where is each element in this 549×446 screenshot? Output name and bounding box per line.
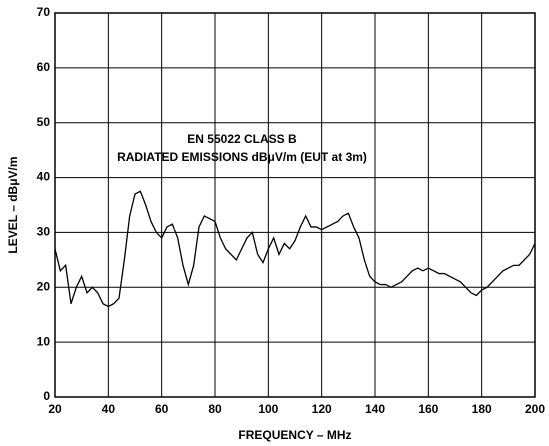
- x-tick-label: 140: [365, 402, 385, 416]
- y-tick-label: 0: [43, 389, 50, 403]
- x-tick-label: 80: [208, 402, 222, 416]
- x-axis-label: FREQUENCY – MHz: [238, 428, 351, 442]
- x-tick-label: 120: [312, 402, 332, 416]
- data-line: [54, 190, 536, 308]
- annotation: EN 55022 CLASS B: [187, 132, 297, 146]
- annotation: RADIATED EMISSIONS dBμV/m (EUT at 3m): [117, 150, 367, 164]
- y-tick-label: 30: [37, 225, 51, 239]
- x-tick-label: 200: [525, 402, 545, 416]
- y-axis-label: LEVEL – dBμV/m: [6, 156, 20, 253]
- x-tick-label: 60: [155, 402, 169, 416]
- y-tick-label: 20: [37, 279, 51, 293]
- x-tick-label: 40: [102, 402, 116, 416]
- plot-frame: [54, 12, 536, 398]
- y-tick-label: 60: [37, 60, 51, 74]
- y-tick-label: 10: [37, 334, 51, 348]
- x-tick-label: 180: [472, 402, 492, 416]
- y-tick-label: 40: [37, 170, 51, 184]
- x-tick-label: 100: [258, 402, 278, 416]
- y-tick-label: 50: [37, 115, 51, 129]
- x-tick-label: 160: [418, 402, 438, 416]
- x-tick-label: 20: [48, 402, 62, 416]
- y-tick-label: 70: [37, 5, 51, 19]
